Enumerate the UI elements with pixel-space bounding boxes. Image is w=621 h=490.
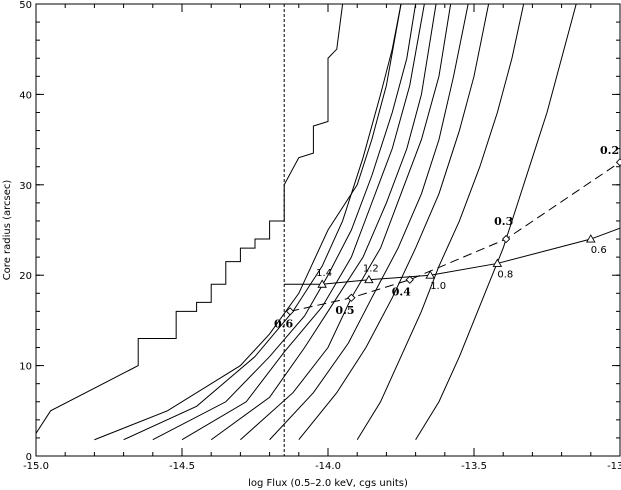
contour-line-3	[123, 3, 402, 441]
triangle-marker-4	[492, 258, 503, 267]
contour-line-10	[356, 3, 525, 440]
triangle-marker-1	[317, 279, 327, 288]
triangle-marker-5	[586, 234, 596, 243]
track-label: 0.8	[497, 269, 513, 280]
y-tick-label: 50	[19, 0, 32, 11]
y-tick-label: 10	[19, 362, 32, 373]
contour-line-8	[269, 3, 469, 441]
contours	[35, 3, 577, 441]
y-axis-title: Core radius (arcsec)	[2, 180, 13, 281]
diamond-marker-4	[501, 234, 511, 244]
contour-line-7	[240, 3, 452, 441]
contour-line-4	[152, 3, 417, 441]
track-label: 0.2	[600, 144, 619, 157]
y-tick-label: 0	[26, 452, 32, 463]
track-label: 0.5	[335, 304, 354, 317]
track-label: 0.6	[591, 245, 607, 256]
track-label: 1.0	[430, 281, 446, 292]
track-label: 0.6	[274, 317, 293, 330]
contour-line-6	[210, 3, 437, 441]
y-tick-label: 30	[19, 181, 32, 192]
contour-line-11	[415, 3, 577, 440]
diamond-marker-3	[405, 275, 414, 284]
triangle-marker-3	[425, 270, 435, 279]
x-tick-label: -14.5	[169, 461, 195, 472]
triangle-marker-2	[364, 274, 374, 284]
x-axis-title: log Flux (0.5–2.0 keV, cgs units)	[248, 478, 408, 489]
contour-line-1	[35, 3, 344, 434]
x-tick-label: -13.0	[607, 461, 621, 472]
contour-line-9	[298, 3, 490, 441]
diamond-marker-2	[347, 293, 356, 302]
diamond-marker-1	[285, 307, 295, 316]
diamond-marker-5	[615, 158, 621, 167]
track-label: 0.3	[494, 215, 513, 228]
x-tick-label: -15.0	[23, 461, 49, 472]
x-tick-label: -14.0	[315, 461, 341, 472]
x-tick-label: -13.5	[461, 461, 487, 472]
y-tick-label: 40	[19, 90, 32, 101]
contour-line-2	[94, 3, 402, 441]
axis-ticks: -15.0 -14.5 -14.0 -13.5 -13.0 0 10 20 30 40 50	[19, 0, 621, 472]
track-label: 1.4	[316, 268, 332, 279]
y-tick-label: 20	[19, 271, 32, 282]
track-label: 1.2	[363, 264, 379, 275]
contour-line-5	[181, 3, 425, 441]
tracks: 0.6 0.5 0.4 0.3 0.2 1.4 1.2 1.0 0.8 0.6	[274, 144, 621, 330]
track-line-dashed	[289, 161, 621, 312]
track-label: 0.4	[392, 286, 411, 299]
